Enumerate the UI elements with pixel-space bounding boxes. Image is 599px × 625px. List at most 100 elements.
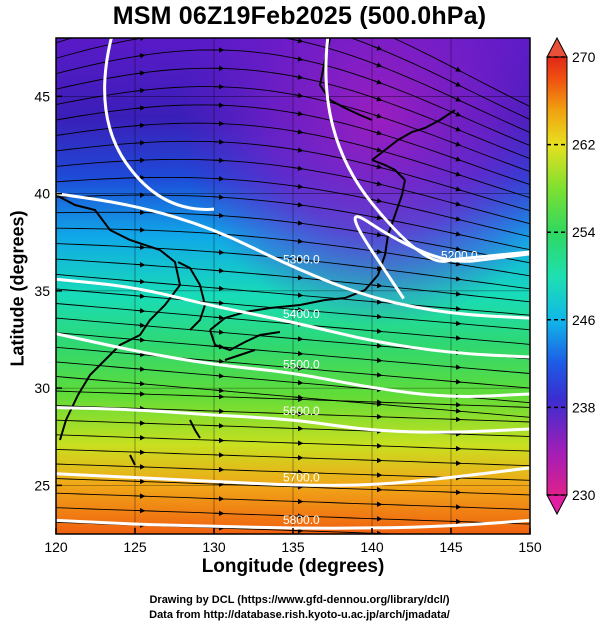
coastlines: [56, 38, 456, 466]
contour-line: [56, 518, 530, 530]
wind-arrow: [292, 110, 304, 117]
streamline: [56, 332, 530, 374]
wind-arrow: [371, 401, 383, 407]
streamline: [56, 140, 530, 212]
y-axis-label: Latitude (degrees): [7, 210, 28, 367]
wind-arrow: [371, 313, 383, 320]
wind-arrow: [450, 216, 462, 222]
wind-arrow: [134, 278, 146, 285]
wind-arrow: [371, 372, 383, 378]
y-tick-label: 35: [34, 283, 50, 299]
wind-arrow: [371, 164, 383, 170]
contour-line: [56, 277, 530, 359]
wind-arrow: [450, 306, 462, 312]
colorbar-tick-label: 262: [572, 137, 596, 153]
colorbar-bottom-arrow: [546, 494, 568, 516]
x-tick-label: 120: [44, 539, 68, 555]
contour-line: [56, 406, 530, 434]
streamline: [56, 38, 530, 133]
wind-arrow: [292, 202, 304, 208]
wind-arrow: [134, 262, 146, 268]
wind-arrow: [292, 220, 304, 226]
wind-arrow: [134, 140, 146, 146]
wind-arrow: [134, 53, 146, 59]
wind-arrow: [134, 105, 146, 111]
contour-label: 5200.0: [441, 249, 478, 263]
wind-arrow: [371, 79, 383, 85]
wind-arrow: [134, 380, 146, 387]
wind-arrow: [213, 285, 225, 292]
wind-arrow: [371, 299, 383, 305]
wind-arrow: [450, 201, 462, 207]
wind-arrow: [292, 307, 304, 313]
map-title: MSM 06Z19Feb2025 (500.0hPa): [112, 2, 487, 30]
wind-arrow: [371, 231, 383, 238]
contour-line: [56, 332, 530, 398]
wind-arrow: [450, 364, 462, 370]
wind-arrow: [292, 238, 304, 244]
wind-arrow: [213, 387, 225, 394]
wind-arrow: [371, 45, 383, 51]
wind-arrow: [450, 320, 462, 327]
x-tick-label: 145: [439, 539, 463, 555]
wind-arrow: [450, 276, 462, 282]
wind-arrow: [371, 197, 383, 204]
wind-arrow: [292, 56, 304, 62]
streamline: [56, 122, 530, 199]
wind-arrow: [213, 194, 225, 200]
contour-label: 5300.0: [283, 253, 320, 267]
wind-arrow: [292, 380, 304, 386]
streamline: [56, 390, 530, 408]
wind-arrow: [293, 3, 302, 5]
contour-line: [103, 38, 215, 211]
wind-arrow: [213, 176, 225, 182]
wind-arrow: [371, 62, 383, 68]
wind-arrow: [213, 329, 225, 335]
y-tick-label: 30: [34, 380, 50, 396]
wind-arrow: [134, 293, 146, 299]
wind-arrow: [450, 186, 462, 192]
y-tick-label: 40: [34, 186, 50, 202]
wind-arrow: [450, 141, 462, 147]
streamline: [56, 478, 530, 496]
wind-arrow: [134, 122, 146, 129]
colorbar-tick-label: 238: [572, 399, 596, 415]
contour-line: [56, 192, 530, 320]
wind-arrow: [292, 365, 304, 371]
wind-arrow: [292, 147, 304, 153]
wind-arrow: [292, 38, 304, 44]
x-tick-label: 150: [518, 539, 542, 555]
wind-arrow: [213, 212, 225, 219]
wind-arrow: [292, 350, 304, 357]
wind-arrow: [292, 292, 304, 298]
contour-label: 5800.0: [283, 513, 320, 527]
y-tick-label: 45: [34, 88, 50, 104]
wind-arrow: [450, 246, 462, 252]
colorbar-bar: [546, 56, 568, 496]
colorbar-top-arrow: [546, 36, 568, 58]
x-tick-label: 130: [202, 539, 226, 555]
wind-arrow: [134, 87, 146, 94]
wind-arrow: [213, 314, 225, 321]
wind-streamlines: [56, 3, 530, 534]
wind-arrow: [213, 373, 225, 379]
lat-lon-grid: [56, 38, 530, 534]
y-tick-label: 25: [34, 477, 50, 493]
wind-arrow: [134, 70, 146, 76]
wind-arrow: [371, 96, 383, 102]
x-axis-label: Longitude (degrees): [201, 556, 385, 577]
wind-arrow: [450, 171, 462, 177]
wind-arrow: [292, 129, 304, 135]
streamline: [56, 258, 530, 303]
contour-label: 5700.0: [283, 470, 320, 484]
wind-arrow: [450, 126, 462, 132]
wind-arrow: [292, 336, 304, 342]
wind-arrow: [213, 300, 225, 306]
wind-arrow: [450, 408, 462, 414]
credit-dcl: Drawing by DCL (https://www.gfd-dennou.o…: [149, 594, 450, 606]
wind-arrow: [292, 256, 304, 263]
wind-arrow: [292, 274, 304, 281]
wind-arrow: [372, 29, 381, 33]
x-axis-ticks: 120 125 130 135 140 145 150: [44, 528, 542, 555]
